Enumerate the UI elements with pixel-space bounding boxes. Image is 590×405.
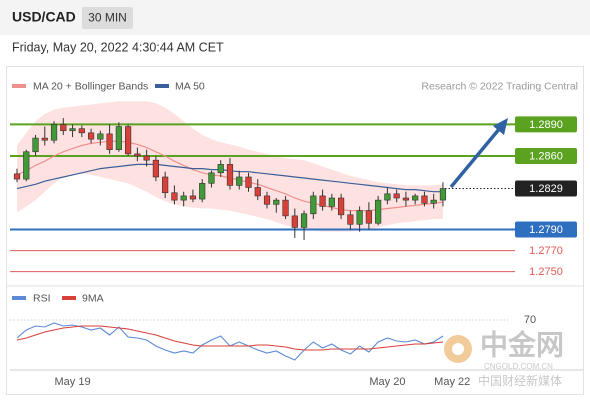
candle-body xyxy=(310,195,317,215)
timestamp: Friday, May 20, 2022 4:30:44 AM CET xyxy=(12,40,224,54)
arrow-shaft xyxy=(449,126,502,189)
candle-body xyxy=(226,164,234,186)
candle-body xyxy=(236,176,243,186)
level-label: 1.2790 xyxy=(529,224,563,236)
candle-body xyxy=(208,172,215,184)
candle-body xyxy=(356,210,363,225)
candle-body xyxy=(106,133,113,150)
watermark-slogan: 中国财经新媒体 xyxy=(478,373,562,388)
candle-body xyxy=(50,124,58,141)
forecast-arrow xyxy=(449,118,508,189)
candle-body xyxy=(300,213,308,228)
level-label: 1.2890 xyxy=(529,119,563,131)
level-label: 1.2770 xyxy=(529,245,563,257)
candle-body xyxy=(97,133,104,140)
level-tag xyxy=(515,221,577,238)
candle-body xyxy=(263,195,271,205)
x-tick-label: May 19 xyxy=(55,376,91,388)
watermark-site: CNGOLD.COM.CN xyxy=(484,362,553,371)
candle-body xyxy=(69,128,76,132)
symbol: USD/CAD xyxy=(12,9,76,25)
candle-body xyxy=(217,164,224,174)
candle-body xyxy=(347,214,354,225)
candle-body xyxy=(375,199,382,224)
x-tick-label: May 20 xyxy=(369,376,405,388)
candle-body xyxy=(13,173,21,180)
candle-body xyxy=(162,176,169,194)
candle-body xyxy=(421,195,428,204)
candle-body xyxy=(393,193,400,199)
candle-body xyxy=(282,199,289,217)
candle-body xyxy=(78,128,85,134)
candle-body xyxy=(189,195,197,200)
candle-body xyxy=(125,126,132,155)
candle-body xyxy=(87,132,95,140)
panel-frame xyxy=(6,66,584,395)
interval[interactable]: 30 MIN xyxy=(88,11,127,25)
candle-body xyxy=(199,182,206,200)
level-tag xyxy=(515,116,577,133)
level-label: 1.2750 xyxy=(529,266,563,278)
candle-body xyxy=(134,153,141,157)
candle-body xyxy=(152,159,160,178)
candle-body xyxy=(171,192,178,201)
candle-body xyxy=(337,197,345,216)
interval-tag[interactable] xyxy=(82,7,133,29)
legend-label: MA 50 xyxy=(175,80,205,92)
candle-body xyxy=(439,188,447,201)
level-tag xyxy=(515,180,577,197)
watermark: 中金网 CNGOLD.COM.CN 中国财经新媒体 xyxy=(444,328,564,388)
indicator-line xyxy=(16,325,444,351)
level-label: 1.2829 xyxy=(529,183,563,195)
candle-body xyxy=(291,215,298,228)
level-label: 1.2860 xyxy=(529,150,563,162)
legend-label: MA 20 + Bollinger Bands xyxy=(33,80,148,92)
level-tag xyxy=(515,147,577,164)
candle-body xyxy=(115,126,122,150)
legend-label: RSI xyxy=(33,292,51,304)
candle-body xyxy=(245,176,252,188)
legend-label: 9MA xyxy=(82,292,104,304)
source: Research © 2022 Trading Central xyxy=(421,80,578,92)
candle-body xyxy=(365,210,372,224)
candle-body xyxy=(273,199,280,205)
legend-swatch xyxy=(12,84,26,88)
candle-body xyxy=(254,187,261,197)
legend-swatch xyxy=(12,296,26,300)
candle-body xyxy=(180,195,187,201)
candle-body xyxy=(143,155,150,161)
watermark-logo-hole xyxy=(452,343,464,355)
plot: 1.2890 1.2860 1.2829 1.2790 1.2770 1.2750 May … xyxy=(10,101,577,388)
watermark-brand: 中金网 xyxy=(480,328,564,360)
candle-body xyxy=(430,199,437,204)
candle-body xyxy=(412,195,419,201)
legend-swatch xyxy=(62,296,76,300)
candle-body xyxy=(60,124,67,132)
candle-body xyxy=(402,197,410,201)
candle-body xyxy=(328,197,335,207)
candle-body xyxy=(32,137,39,153)
arrow-head xyxy=(493,118,508,135)
candle-body xyxy=(23,151,30,180)
candle-body xyxy=(319,195,326,207)
y-tick-label: 70 xyxy=(524,314,536,326)
legend-swatch xyxy=(155,84,169,88)
candle-body xyxy=(384,193,391,201)
candle-body xyxy=(41,137,48,141)
x-tick-label: May 22 xyxy=(434,376,470,388)
